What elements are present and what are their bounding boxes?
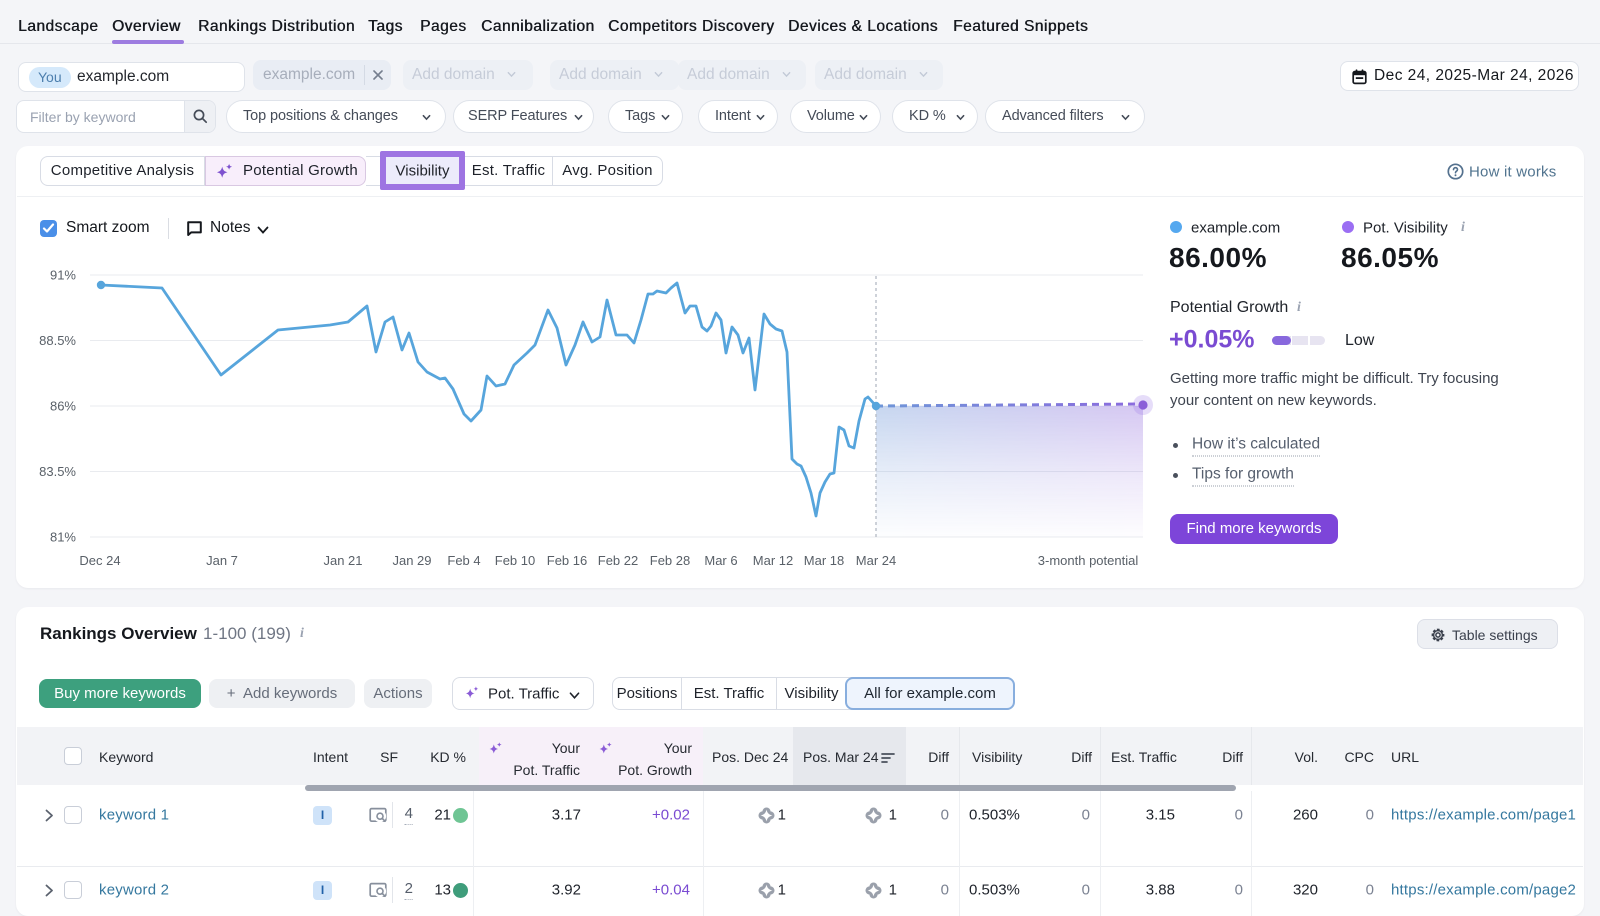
svg-text:Mar 18: Mar 18 <box>804 553 844 568</box>
svg-text:Dec 24: Dec 24 <box>79 553 120 568</box>
svg-text:88.5%: 88.5% <box>39 333 76 348</box>
svg-text:Jan 7: Jan 7 <box>206 553 238 568</box>
svg-text:Feb 4: Feb 4 <box>447 553 480 568</box>
svg-text:Jan 21: Jan 21 <box>323 553 362 568</box>
svg-text:Mar 24: Mar 24 <box>856 553 896 568</box>
svg-text:Feb 16: Feb 16 <box>547 553 587 568</box>
svg-text:Jan 29: Jan 29 <box>392 553 431 568</box>
svg-text:Feb 22: Feb 22 <box>598 553 638 568</box>
svg-text:Mar 6: Mar 6 <box>704 553 737 568</box>
svg-text:81%: 81% <box>50 530 76 545</box>
svg-text:Feb 28: Feb 28 <box>650 553 690 568</box>
svg-text:Feb 10: Feb 10 <box>495 553 535 568</box>
svg-text:Mar 12: Mar 12 <box>753 553 793 568</box>
svg-text:3-month potential: 3-month potential <box>1038 553 1139 568</box>
svg-text:86%: 86% <box>50 399 76 414</box>
svg-text:83.5%: 83.5% <box>39 464 76 479</box>
svg-text:91%: 91% <box>50 268 76 283</box>
